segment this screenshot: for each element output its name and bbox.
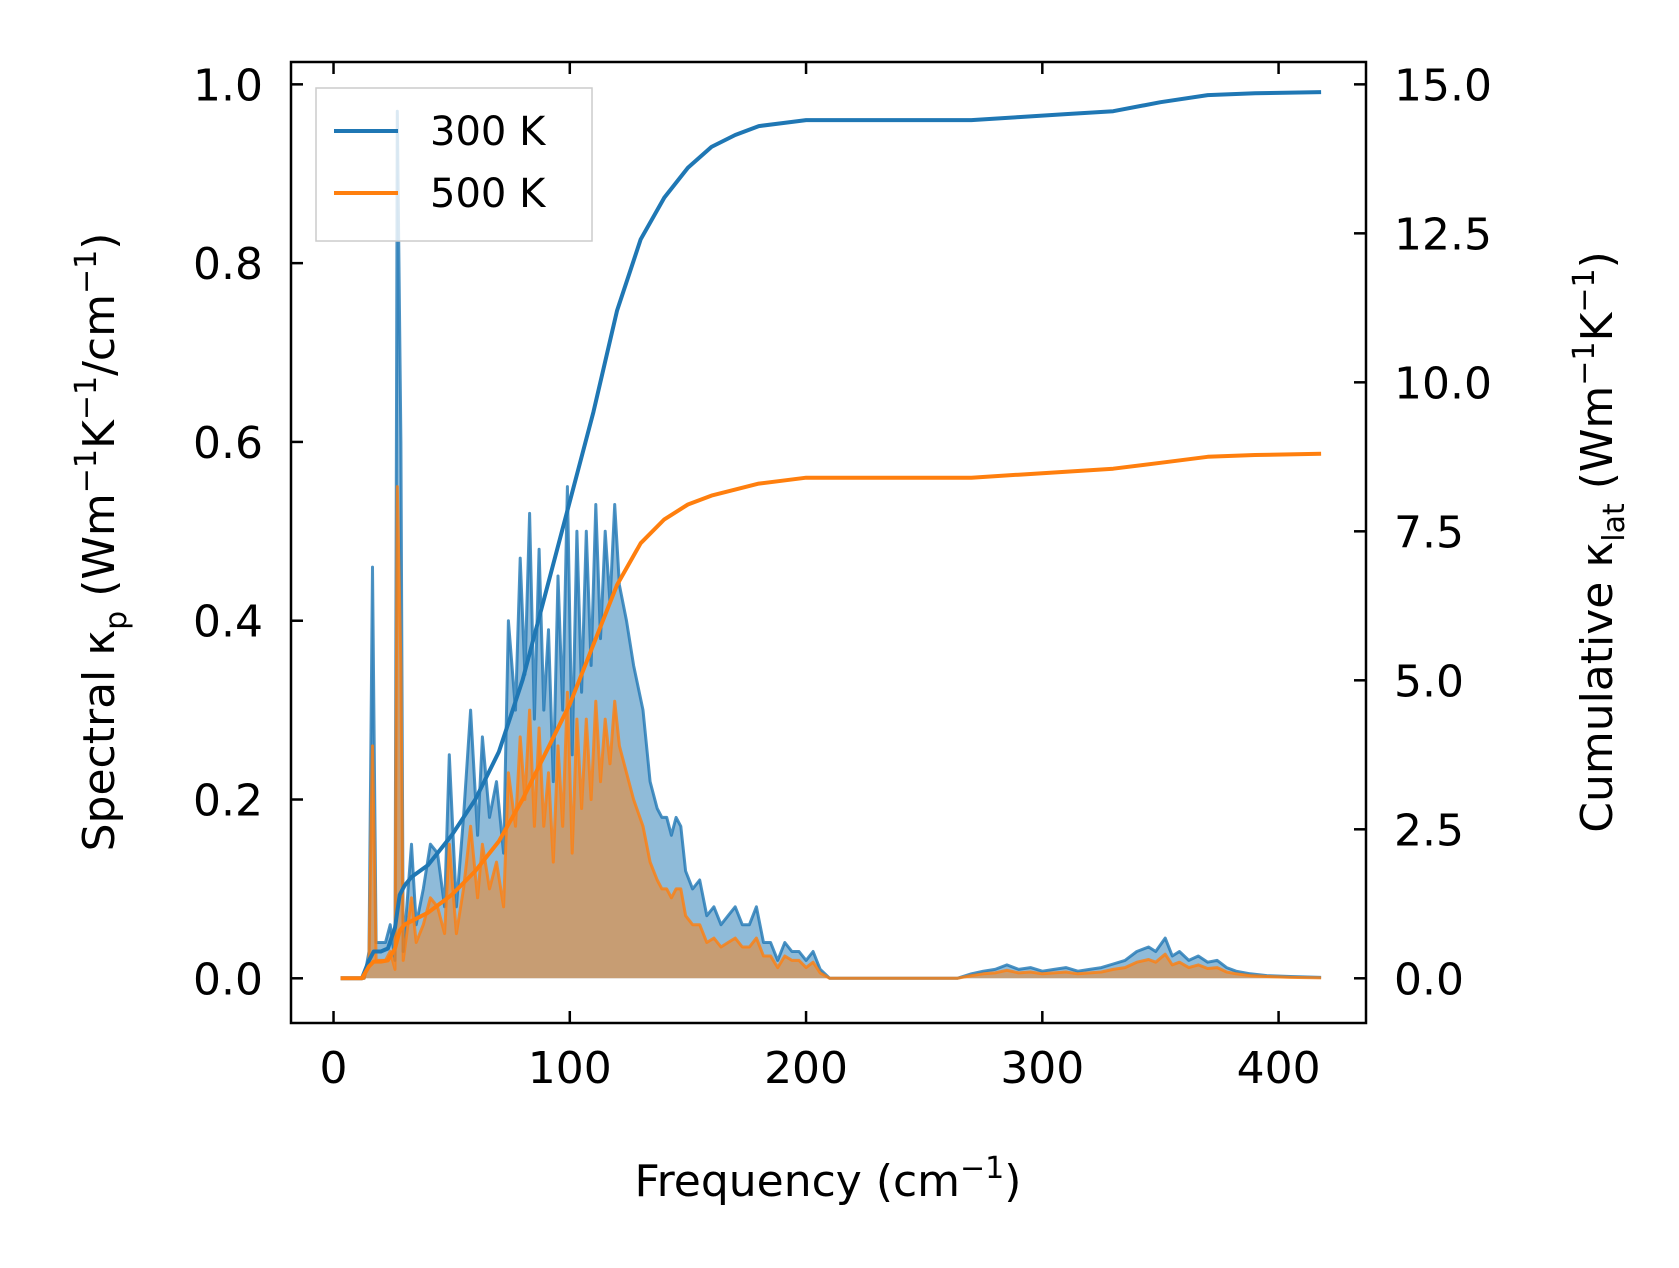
y-left-tick-label: 1.0 [193, 60, 263, 111]
y-left-tick-label: 0.4 [193, 597, 263, 648]
y-right-axis-ticks: 0.0 2.5 5.0 7.5 10.0 12.5 15.0 [1354, 60, 1492, 1005]
legend-label-500k: 500 K [430, 171, 547, 217]
y-right-tick-label: 7.5 [1394, 507, 1464, 558]
y-right-axis-label: Cumulative κlat (Wm−1K−1) [1567, 251, 1632, 833]
y-right-tick-label: 15.0 [1394, 60, 1492, 111]
x-tick-label: 400 [1237, 1043, 1321, 1094]
x-axis-label: Frequency (cm−1) [635, 1151, 1022, 1207]
cumulative-line-500k [340, 451, 1322, 981]
x-tick-label: 100 [528, 1043, 612, 1094]
y-right-tick-label: 12.5 [1394, 209, 1492, 260]
legend-box [315, 87, 593, 242]
x-tick-label: 300 [1000, 1043, 1084, 1094]
y-left-tick-label: 0.8 [193, 239, 263, 290]
y-right-tick-label: 5.0 [1394, 656, 1464, 707]
y-left-tick-label: 0.2 [193, 776, 263, 827]
legend-label-300k: 300 K [430, 109, 547, 155]
plot-area [340, 90, 1322, 981]
y-right-tick-label: 2.5 [1394, 805, 1464, 856]
y-left-axis-ticks: 0.0 0.2 0.4 0.6 0.8 1.0 [193, 60, 303, 1005]
axes-frame [289, 60, 1368, 1025]
spectral-line-500k [340, 485, 1322, 980]
x-tick-label: 0 [320, 1043, 348, 1094]
y-right-tick-label: 10.0 [1394, 358, 1492, 409]
x-axis-ticks: 0 100 200 300 400 [320, 62, 1321, 1094]
cumulative-line-300k [340, 90, 1322, 981]
y-left-tick-label: 0.0 [193, 954, 263, 1005]
y-left-tick-label: 0.6 [193, 418, 263, 469]
spectral-line-300k [340, 109, 1322, 980]
y-left-axis-label: Spectral κp (Wm−1K−1/cm−1) [69, 233, 134, 852]
spectral-fill-500k [340, 486, 1322, 979]
y-right-tick-label: 0.0 [1394, 954, 1464, 1005]
spectral-fills [340, 111, 1322, 979]
spectral-lines [340, 109, 1322, 980]
legend: 300 K 500 K [315, 87, 593, 242]
cumulative-lines [340, 90, 1322, 981]
x-tick-label: 200 [764, 1043, 848, 1094]
